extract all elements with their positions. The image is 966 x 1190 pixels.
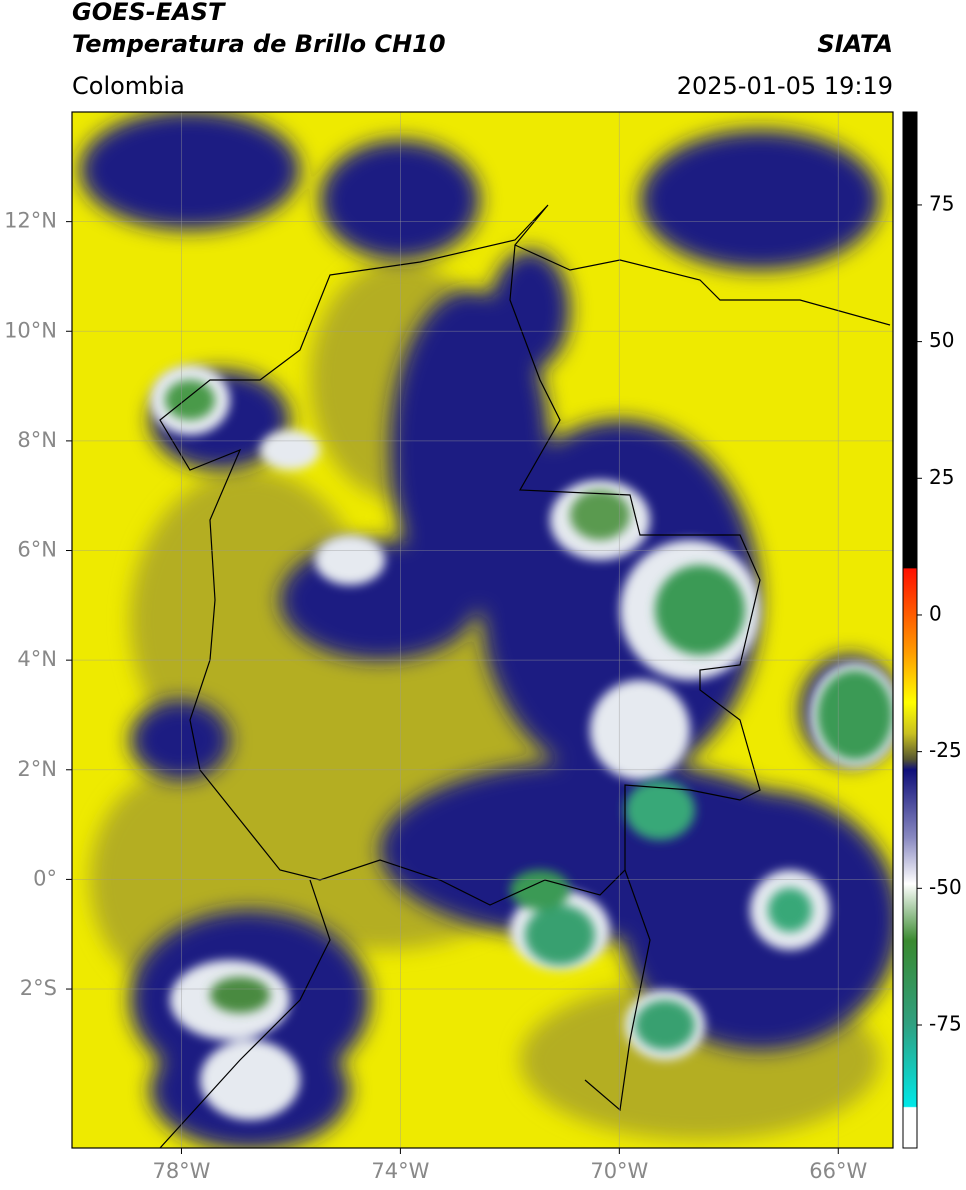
colorbar-tick-label: 50: [929, 328, 954, 352]
satellite-title: GOES-EAST: [72, 0, 226, 26]
colorbar-tick-label: 25: [929, 465, 954, 489]
lat-tick-label: 12°N: [4, 209, 57, 233]
lat-tick-label: 10°N: [4, 318, 57, 342]
lat-tick-label: 2°N: [17, 757, 57, 781]
region-label: Colombia: [72, 72, 185, 100]
satellite-image: [72, 112, 893, 1148]
lon-tick-label: 70°W: [590, 1159, 648, 1183]
colorbar-tick-label: -75: [929, 1011, 962, 1035]
datetime-label: 2025-01-05 19:19: [677, 72, 893, 100]
colorbar-tick-label: -25: [929, 738, 962, 762]
lon-tick-label: 66°W: [809, 1159, 867, 1183]
product-title: Temperatura de Brillo CH10: [72, 30, 446, 58]
map-frame: [71, 111, 894, 1149]
colorbar-tick-label: 0: [929, 601, 942, 625]
colorbar-tick-label: -50: [929, 875, 962, 899]
colorbar-tick-label: 75: [929, 191, 954, 215]
grid: [66, 112, 893, 1154]
lat-tick-label: 8°N: [17, 428, 57, 452]
lon-tick-label: 74°W: [371, 1159, 429, 1183]
lon-tick-label: 78°W: [152, 1159, 210, 1183]
lat-tick-label: 2°S: [20, 976, 57, 1000]
lat-tick-label: 4°N: [17, 647, 57, 671]
colorbar: [902, 111, 918, 1149]
lat-tick-label: 0°: [33, 866, 57, 890]
lat-tick-label: 6°N: [17, 538, 57, 562]
source-label: SIATA: [817, 30, 893, 58]
